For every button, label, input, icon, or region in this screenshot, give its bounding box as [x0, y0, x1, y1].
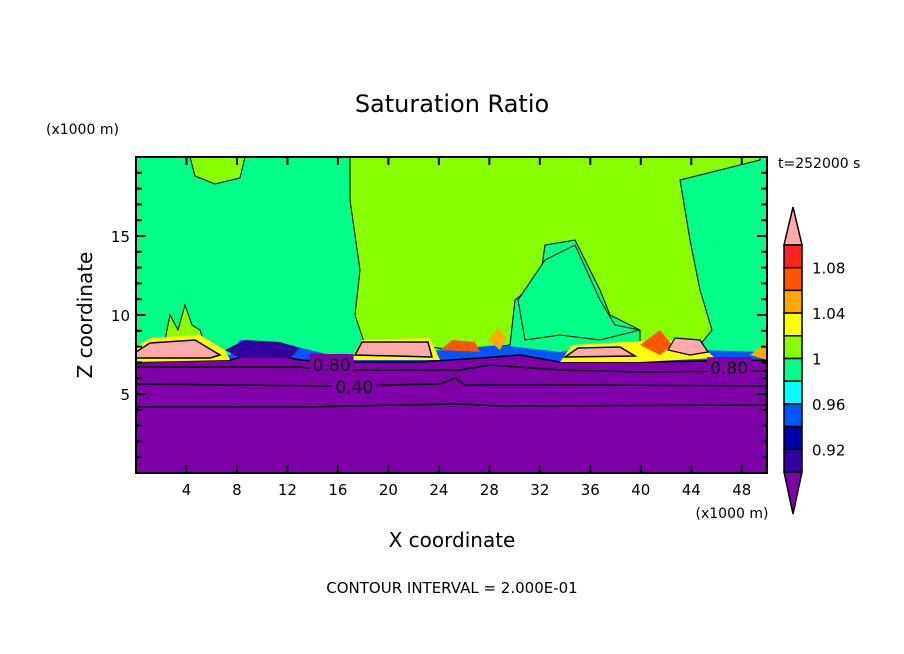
x-tick-label: 36: [581, 481, 600, 499]
region-green-hole: [517, 244, 641, 341]
y-axis-label: Z coordinate: [73, 252, 97, 379]
contour-field: [136, 157, 767, 473]
contour-0.40: [136, 377, 767, 387]
colorbar-swatch: [783, 448, 803, 473]
x-axis-label: X coordinate: [389, 528, 516, 552]
colorbar-swatch: [783, 244, 803, 269]
region-purple-cloud: [225, 340, 300, 358]
y-tick-label: 15: [111, 228, 130, 246]
contour-label: 0.80: [710, 359, 748, 379]
y-unit-label: (x1000 m): [46, 122, 119, 138]
x-tick-label: 12: [278, 481, 297, 499]
contour-label: 0.40: [335, 378, 373, 398]
contour-label-bg: [332, 376, 377, 395]
y-tick-label: 5: [120, 386, 130, 404]
colorbar-extend-max: [783, 206, 803, 246]
x-tick-label: 44: [682, 481, 701, 499]
colorbar-tick-label: 1.08: [812, 260, 845, 278]
colorbar-swatch: [783, 403, 803, 428]
x-tick-label: 20: [379, 481, 398, 499]
colorbar-swatch: [783, 357, 803, 382]
colorbar-swatch: [783, 425, 803, 451]
colorbar-swatch: [783, 380, 803, 405]
x-tick-label: 28: [480, 481, 499, 499]
time-label: t=252000 s: [778, 156, 860, 172]
colorbar-tick-label: 1: [812, 351, 822, 369]
colorbar-swatch: [783, 266, 803, 292]
colorbar-tick-label: 1.04: [812, 305, 845, 323]
x-tick-label: 16: [328, 481, 347, 499]
x-unit-label: (x1000 m): [696, 506, 769, 522]
contour-lines: [136, 364, 767, 408]
colorbar-tick-label: 0.92: [812, 441, 845, 459]
y-axis-ticks: 5 10 15: [111, 171, 767, 459]
pink-blobs: [136, 328, 767, 362]
colorbar-swatch: [783, 312, 803, 337]
x-tick-label: 32: [530, 481, 549, 499]
contour-label: 0.80: [313, 356, 351, 376]
colorbar-swatch: [783, 335, 803, 360]
contour-label-bg: [707, 357, 752, 376]
contour-interval-footer: CONTOUR INTERVAL = 2.000E-01: [326, 579, 577, 597]
region-lightgreen-top: [189, 157, 246, 185]
x-tick-label: 40: [631, 481, 650, 499]
x-axis-ticks: 4 8 12 16 20 24 28 32 36 40 44 48: [182, 157, 751, 499]
contour-label-bg: [309, 353, 354, 372]
y-tick-label: 10: [111, 307, 130, 325]
x-tick-label: 48: [732, 481, 751, 499]
x-tick-label: 4: [182, 481, 192, 499]
colorbar-swatch: [783, 289, 803, 314]
colorbar-tick-label: 0.96: [812, 396, 845, 414]
colorbar: 0.92 0.96 1 1.04 1.08: [783, 206, 845, 515]
chart-title: Saturation Ratio: [355, 90, 549, 118]
x-tick-label: 8: [232, 481, 242, 499]
colorbar-extend-min: [783, 471, 803, 515]
contour-low: [136, 403, 767, 408]
contour-0.80: [136, 364, 767, 373]
contour-labels: 0.800.400.80: [309, 353, 752, 398]
x-tick-label: 24: [429, 481, 448, 499]
